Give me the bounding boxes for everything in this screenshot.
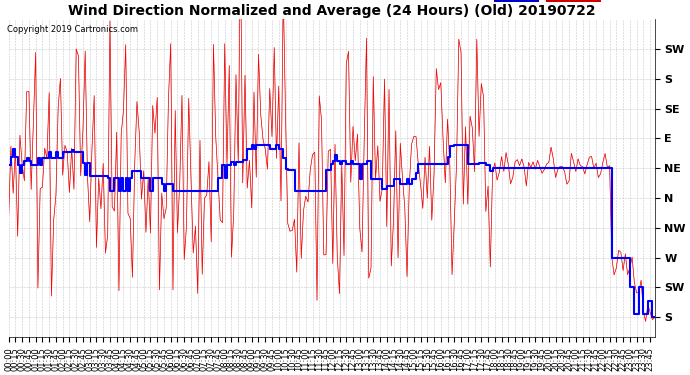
Text: Copyright 2019 Cartronics.com: Copyright 2019 Cartronics.com [7, 25, 138, 34]
Title: Wind Direction Normalized and Average (24 Hours) (Old) 20190722: Wind Direction Normalized and Average (2… [68, 4, 595, 18]
